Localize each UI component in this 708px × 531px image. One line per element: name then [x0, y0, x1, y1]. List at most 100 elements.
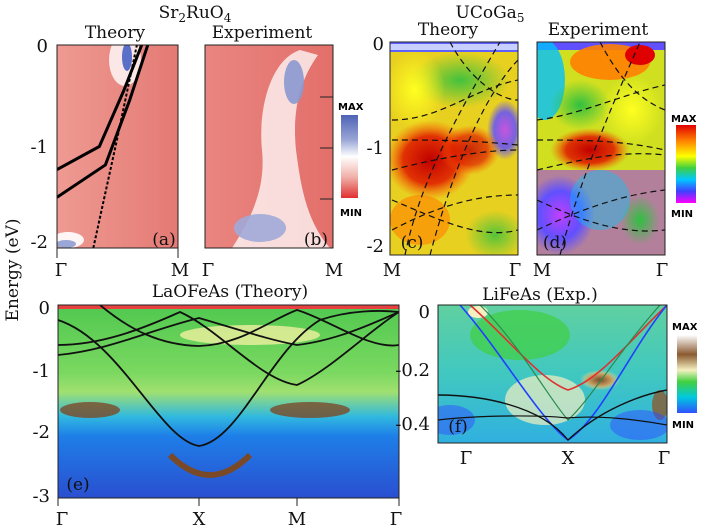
- panel-d-band-1: [537, 153, 665, 171]
- colorbar-rainbow: [676, 125, 696, 203]
- panel-f-band-black-1: [438, 415, 667, 426]
- panel-f-ytick-2: -0.4: [395, 414, 430, 435]
- panel-f-xtick-0: Γ: [460, 448, 473, 469]
- panel-f-band-black-0: [438, 389, 667, 442]
- panel-e-band-3: [99, 305, 399, 347]
- panel-d-band-6: [537, 189, 665, 231]
- panel-a-ytick-2: -2: [30, 232, 48, 253]
- panel-f-xtick-1: X: [562, 448, 575, 469]
- colorbar-rwb-max: MAX: [338, 102, 364, 113]
- colorbar-rwb: [341, 115, 358, 198]
- panel-a-ytick-0: 0: [37, 36, 48, 57]
- panel-a-band-0: [57, 45, 144, 171]
- panel-e-band-0: [58, 310, 399, 447]
- panel-e-bands: [58, 305, 399, 447]
- panel-c-xtick-1: Γ: [509, 260, 522, 281]
- panel-c-band-5: [391, 79, 518, 121]
- panel-c-band-3: [429, 59, 518, 255]
- panel-c-ytick-1: -1: [366, 138, 384, 159]
- panel-c-xtick-0: M: [383, 260, 401, 281]
- panel-e-ytick-2: -2: [32, 422, 50, 443]
- group-title-sr2ruo4: Sr2RuO4: [159, 3, 232, 25]
- panel-b-upper-spot: [284, 60, 304, 104]
- panel-c-band-1: [391, 149, 518, 171]
- panel-f-label: (f): [448, 417, 468, 437]
- panel-b-xtick-0: Γ: [202, 260, 215, 281]
- panel-a-label: (a): [152, 230, 175, 250]
- panel-a-xtick-1: M: [171, 260, 189, 281]
- panel-d-label: (d): [543, 233, 567, 253]
- panel-f-ytick-0: 0: [419, 302, 430, 323]
- panel-b-bright-band: [232, 50, 330, 248]
- panel-c-ytick-2: -2: [366, 236, 384, 257]
- panel-e-band-2: [58, 311, 399, 356]
- panel-e-frame: [57, 304, 400, 499]
- panel-d-subtitle: Experiment: [548, 20, 649, 40]
- panel-b: Experiment (b) Γ M MAX MIN: [202, 23, 364, 281]
- panel-f-title: LiFeAs (Exp.): [482, 285, 598, 305]
- colorbar-rwb-min: MIN: [340, 208, 362, 219]
- panel-d-band-5: [599, 42, 665, 111]
- colorbar-lifeas-min: MIN: [672, 420, 694, 431]
- panel-a-xtick-0: Γ: [55, 260, 68, 281]
- panel-c-bands: [391, 42, 518, 255]
- panel-d-band-3: [537, 199, 665, 232]
- panel-d-band-2: [559, 42, 641, 255]
- panel-b-frame: [204, 44, 334, 249]
- panel-f: LiFeAs (Exp.) (f) 0 -0.2 -0.4 Γ X Γ MAX …: [395, 285, 697, 469]
- colorbar-lifeas-max: MAX: [672, 322, 698, 333]
- panel-e-ytick-1: -1: [32, 361, 50, 382]
- panel-f-band-red: [469, 305, 667, 391]
- panel-e: LaOFeAs (Theory) (e) 0 -1 -2 -3 Γ X M Γ: [32, 282, 402, 530]
- panel-e-xtick-0: Γ: [56, 509, 69, 530]
- panel-a: Theory (a) 0 -1 -2 Γ M: [30, 23, 189, 281]
- panel-c-band-2: [404, 42, 501, 255]
- panel-d-frame: [536, 41, 666, 256]
- panel-e-label: (e): [66, 475, 89, 495]
- panel-d-band-0: [537, 139, 665, 151]
- panel-f-xtick-2: Γ: [658, 448, 671, 469]
- panel-e-xtick-2: M: [288, 509, 306, 530]
- panel-c-subtitle: Theory: [418, 20, 479, 40]
- panel-e-xtick-1: X: [193, 509, 206, 530]
- colorbar-rainbow-max: MAX: [671, 114, 697, 125]
- colorbar-rainbow-min: MIN: [671, 209, 693, 220]
- panel-e-band-1: [58, 311, 399, 386]
- panel-e-ytick-3: -3: [32, 486, 50, 507]
- panel-f-ytick-1: -0.2: [395, 360, 430, 381]
- panel-c-band-0: [391, 139, 518, 146]
- panel-c-band-7: [391, 194, 518, 231]
- panel-d: Experiment (d) M Γ MAX MIN: [533, 20, 697, 281]
- panel-c-ytick-0: 0: [373, 34, 384, 55]
- panel-d-xtick-0: M: [533, 260, 551, 281]
- panel-b-xtick-1: M: [325, 260, 343, 281]
- colorbar-lifeas: [677, 335, 697, 413]
- panel-a-ytick-1: -1: [30, 137, 48, 158]
- panel-b-subtitle: Experiment: [212, 23, 313, 43]
- panel-c: Theory (c) 0 -1 -2 M Γ: [366, 20, 522, 281]
- panel-a-blue-spot: [122, 45, 132, 71]
- panel-e-xtick-3: Γ: [390, 509, 403, 530]
- panel-b-label: (b): [304, 230, 328, 250]
- panel-a-bottom-blue: [57, 240, 76, 248]
- panel-f-bands: [438, 305, 667, 442]
- panel-a-subtitle: Theory: [85, 23, 146, 43]
- y-axis-label: Energy (eV): [3, 218, 23, 321]
- panel-e-ytick-0: 0: [39, 298, 50, 319]
- panel-d-bands: [537, 42, 665, 255]
- panel-c-band-6: [449, 42, 518, 101]
- panel-c-frame: [389, 41, 519, 256]
- panel-a-bands: [57, 45, 150, 248]
- panel-e-title: LaOFeAs (Theory): [152, 282, 308, 302]
- panel-f-band-green: [479, 305, 661, 421]
- panel-b-lower-spot: [234, 214, 286, 242]
- panel-c-label: (c): [401, 233, 424, 253]
- panel-c-band-4: [391, 199, 518, 234]
- panel-d-band-4: [537, 84, 665, 121]
- group-title-ucoga5: UCoGa5: [456, 3, 525, 25]
- panel-d-xtick-1: Γ: [656, 260, 669, 281]
- panel-a-frame: [56, 44, 179, 249]
- panel-a-band-2: [92, 45, 138, 248]
- panel-f-frame: [437, 304, 668, 444]
